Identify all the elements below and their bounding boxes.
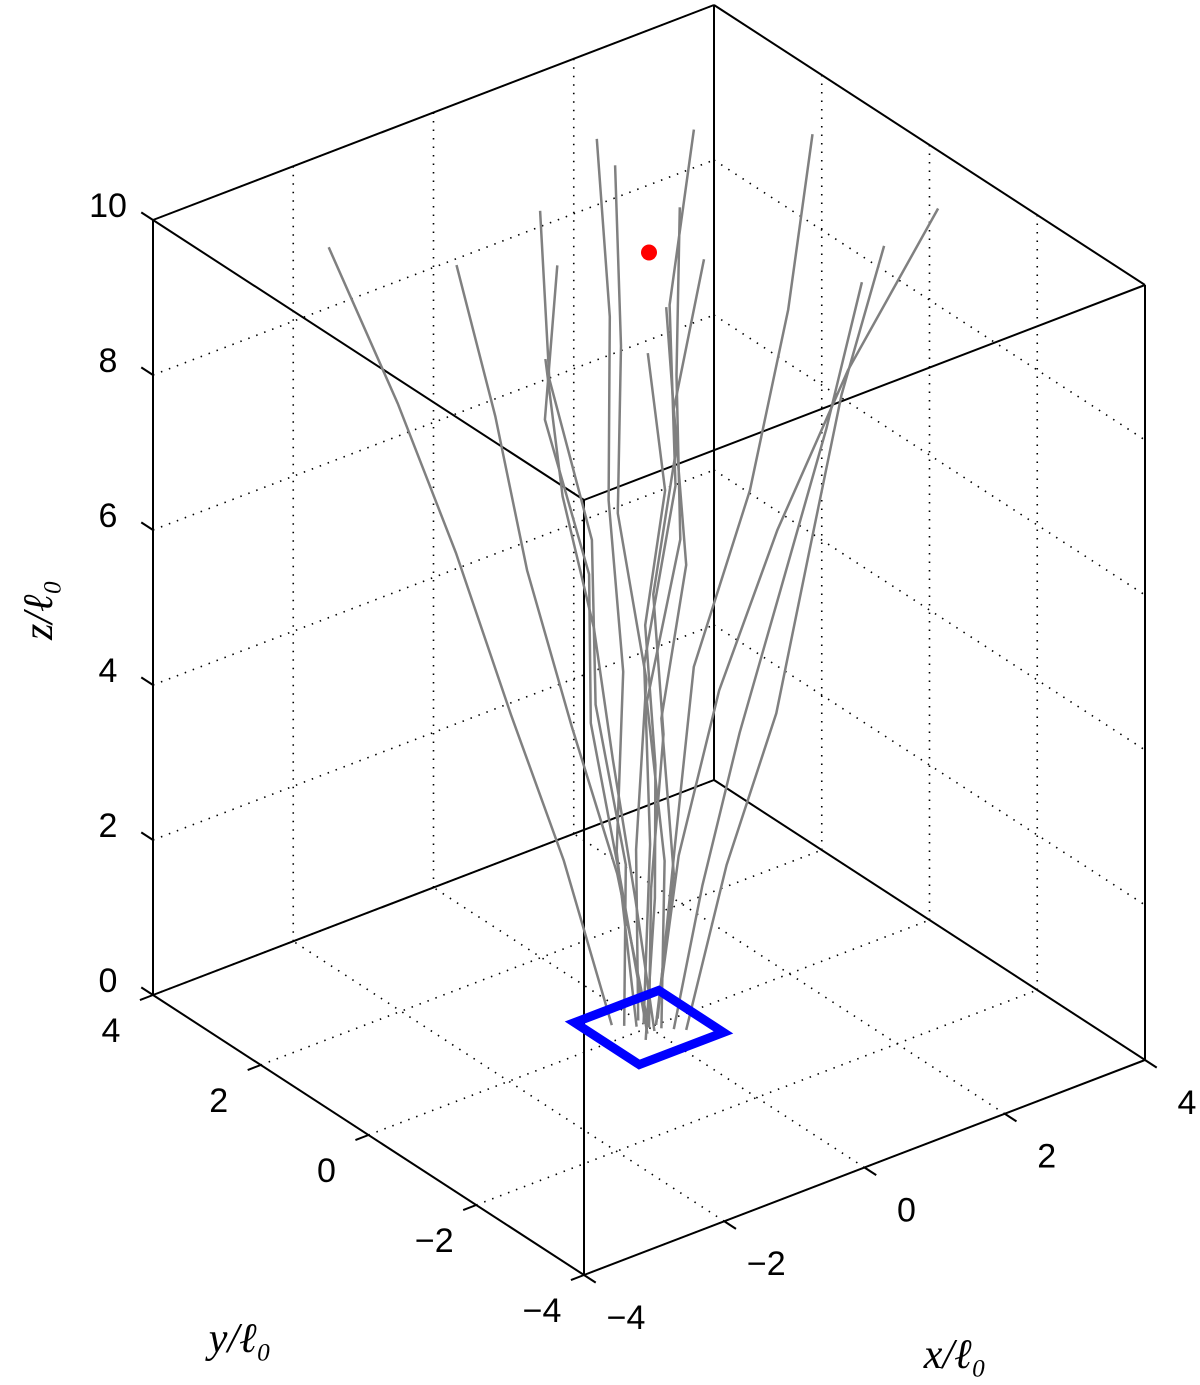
tick-mark xyxy=(570,1274,585,1281)
y-tick-label: 0 xyxy=(317,1152,336,1190)
y-tick-label: 4 xyxy=(102,1012,121,1050)
trajectory xyxy=(643,352,667,1040)
grid-line xyxy=(713,159,1146,441)
tick-mark xyxy=(247,1064,262,1071)
y-tick-label: −4 xyxy=(523,1292,562,1330)
grid-line xyxy=(713,314,1146,596)
tick-mark xyxy=(140,366,154,376)
tick-mark xyxy=(462,1204,477,1211)
grid-line xyxy=(713,624,1146,906)
trajectory xyxy=(642,129,696,1025)
box-edge xyxy=(152,779,715,996)
grid-line xyxy=(573,833,1006,1115)
trajectory xyxy=(543,265,649,1034)
tick-mark xyxy=(723,1220,737,1230)
tick-mark xyxy=(139,994,154,1001)
trajectory xyxy=(656,134,814,1019)
grid-line xyxy=(433,886,865,1169)
box-edge xyxy=(152,219,585,501)
z-tick-label: 4 xyxy=(99,652,118,690)
trajectory xyxy=(613,165,648,1021)
z-tick-label: 6 xyxy=(99,497,118,535)
tick-mark xyxy=(140,521,154,531)
x-tick-label: 4 xyxy=(1178,1084,1197,1122)
x-tick-label: 2 xyxy=(1037,1138,1056,1176)
z-tick-label: 8 xyxy=(99,342,118,380)
x-axis-label: x/ℓ₀ xyxy=(923,1332,986,1378)
z-tick-label: 10 xyxy=(89,187,127,225)
tick-mark xyxy=(583,1274,597,1284)
tick-mark xyxy=(1004,1112,1018,1123)
trajectory xyxy=(538,210,628,1026)
trajectory xyxy=(654,259,706,1025)
trajectory xyxy=(672,281,864,1030)
y-tick-label: 2 xyxy=(209,1082,228,1120)
x-tick-label: 0 xyxy=(897,1191,916,1229)
x-tick-label: −2 xyxy=(747,1245,786,1283)
box-edge xyxy=(713,779,1146,1061)
y-axis-label: y/ℓ₀ xyxy=(205,1316,271,1362)
tick-mark xyxy=(140,676,154,686)
source-square xyxy=(564,985,734,1070)
z-axis-label: z/ℓ₀ xyxy=(16,580,62,641)
trajectory xyxy=(654,207,940,1025)
tick-mark xyxy=(1144,1059,1158,1069)
tick-mark xyxy=(140,831,154,841)
x-tick-label: −4 xyxy=(607,1299,646,1337)
trajectory xyxy=(684,245,886,1031)
z-tick-label: 2 xyxy=(99,807,118,845)
trajectory xyxy=(647,307,678,1028)
tick-mark xyxy=(863,1166,877,1176)
box-edge xyxy=(152,4,715,221)
y-tick-label: −2 xyxy=(415,1222,454,1260)
grid-line xyxy=(713,469,1146,751)
grid-line xyxy=(260,849,823,1066)
tick-mark xyxy=(140,211,154,221)
grid-line xyxy=(292,940,725,1222)
tick-mark xyxy=(140,986,154,996)
z-tick-label: 0 xyxy=(99,962,118,1000)
box-edge xyxy=(713,4,1146,286)
target-point xyxy=(641,244,657,261)
trajectory xyxy=(645,207,682,1029)
tick-mark xyxy=(355,1134,369,1141)
trajectory xyxy=(327,246,613,1026)
